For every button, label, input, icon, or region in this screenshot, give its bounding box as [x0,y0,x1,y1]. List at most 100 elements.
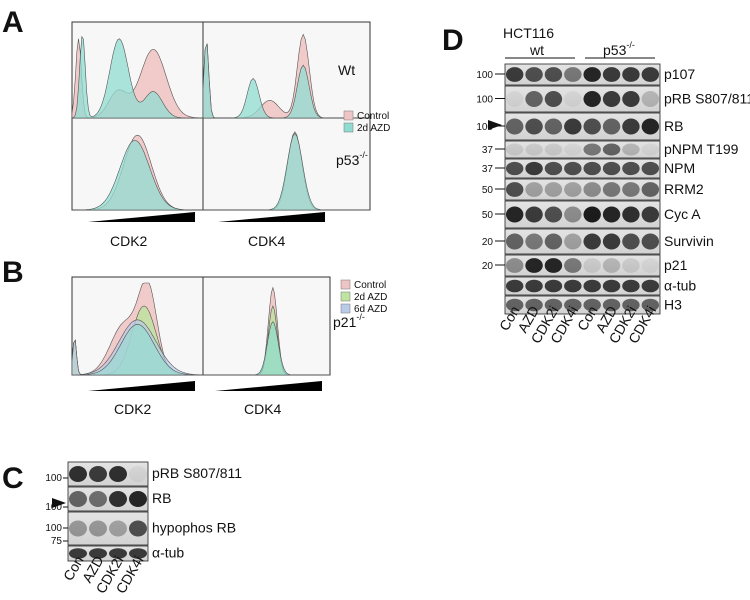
blot-band [564,143,582,156]
blot-band [505,182,524,197]
row-label: Wt [338,62,355,78]
blot-band [602,67,621,82]
blot-band [641,279,660,293]
blot-band [564,91,582,107]
blot-band [583,143,601,156]
legend-swatch [340,303,351,314]
histogram [203,321,330,376]
blot-band [505,91,524,107]
blot-band [505,161,524,176]
blot-band [505,233,524,250]
blot-band [89,548,107,559]
blot-band [564,298,582,312]
blot-band [564,279,582,293]
blot-band [622,298,640,312]
blot-band [109,548,127,559]
blot-band [525,258,543,273]
blot-band [525,91,543,107]
blot-band [544,118,563,135]
legend-label: 2d AZD [357,123,390,134]
blot-band [583,233,601,250]
blot-band [602,161,621,176]
blot-band [544,298,563,312]
blot-band [525,118,543,135]
blot-band [622,91,640,107]
blot-band [544,182,563,197]
blot-band [641,118,660,135]
blot-strip [67,545,149,562]
blot-band [69,466,87,482]
blot-band [109,491,127,507]
histogram [72,140,203,211]
blot-label: RB [152,490,171,506]
blot-band [641,258,660,273]
blot-label: RRM2 [664,181,704,197]
blot-band [505,143,524,156]
blot-band [641,206,660,223]
blot-band [622,182,640,197]
blot-band [544,143,563,156]
blot-label: p107 [664,66,695,82]
blot-band [583,91,601,107]
blot-band [505,206,524,223]
blot-band [583,298,601,312]
blot-label: Survivin [664,233,714,249]
legend-swatch [343,122,354,133]
blot-label: Cyc A [664,206,701,222]
blot-label: pRB S807/811 [152,465,242,481]
gradient-triangle [218,212,325,222]
blot-band [602,143,621,156]
blot-band [525,143,543,156]
panel-letter: C [2,462,24,495]
blot-band [69,548,87,559]
blot-band [602,182,621,197]
legend-label: 2d AZD [354,292,387,303]
blot-band [505,298,524,312]
histogram [71,35,203,119]
histogram [72,324,203,376]
panel-letter: B [2,256,24,289]
blot-band [602,206,621,223]
mw-marker: 75 [51,536,63,547]
mw-marker: 100 [476,95,493,106]
blot-band [544,279,563,293]
mw-marker: 100 [45,502,62,513]
blot-band [525,182,543,197]
panel-letter: A [2,6,24,39]
blot-band [129,548,147,559]
blot-label: pRB S807/811 [664,91,750,107]
legend-swatch [340,291,351,302]
blot-band [525,67,543,82]
legend-label: Control [354,280,386,291]
blot-band [622,258,640,273]
blot-band [583,161,601,176]
blot-band [583,67,601,82]
blot-band [583,182,601,197]
mw-marker: 50 [482,210,494,221]
x-label: CDK4 [248,233,286,249]
blot-strip [504,295,661,315]
mw-marker: 100 [45,523,62,534]
legend-label: Control [357,111,389,122]
blot-band [602,279,621,293]
blot-band [544,67,563,82]
blot-band [622,161,640,176]
group-label: p53-/- [603,40,635,58]
blot-band [641,233,660,250]
blot-band [564,182,582,197]
blot-band [525,233,543,250]
group-label: wt [529,42,544,58]
blot-label: hypophos RB [152,520,236,536]
blot-band [602,258,621,273]
group-label-sup: -/- [626,40,635,50]
blot-band [109,466,127,482]
blot-band [641,91,660,107]
blot-label: RB [664,118,683,134]
row-label: p53-/- [336,150,368,168]
blot-band [602,118,621,135]
blot-band [505,279,524,293]
arrowhead [52,498,66,508]
row-label-sup: -/- [356,312,365,322]
blot-band [564,233,582,250]
gradient-triangle [88,212,195,222]
